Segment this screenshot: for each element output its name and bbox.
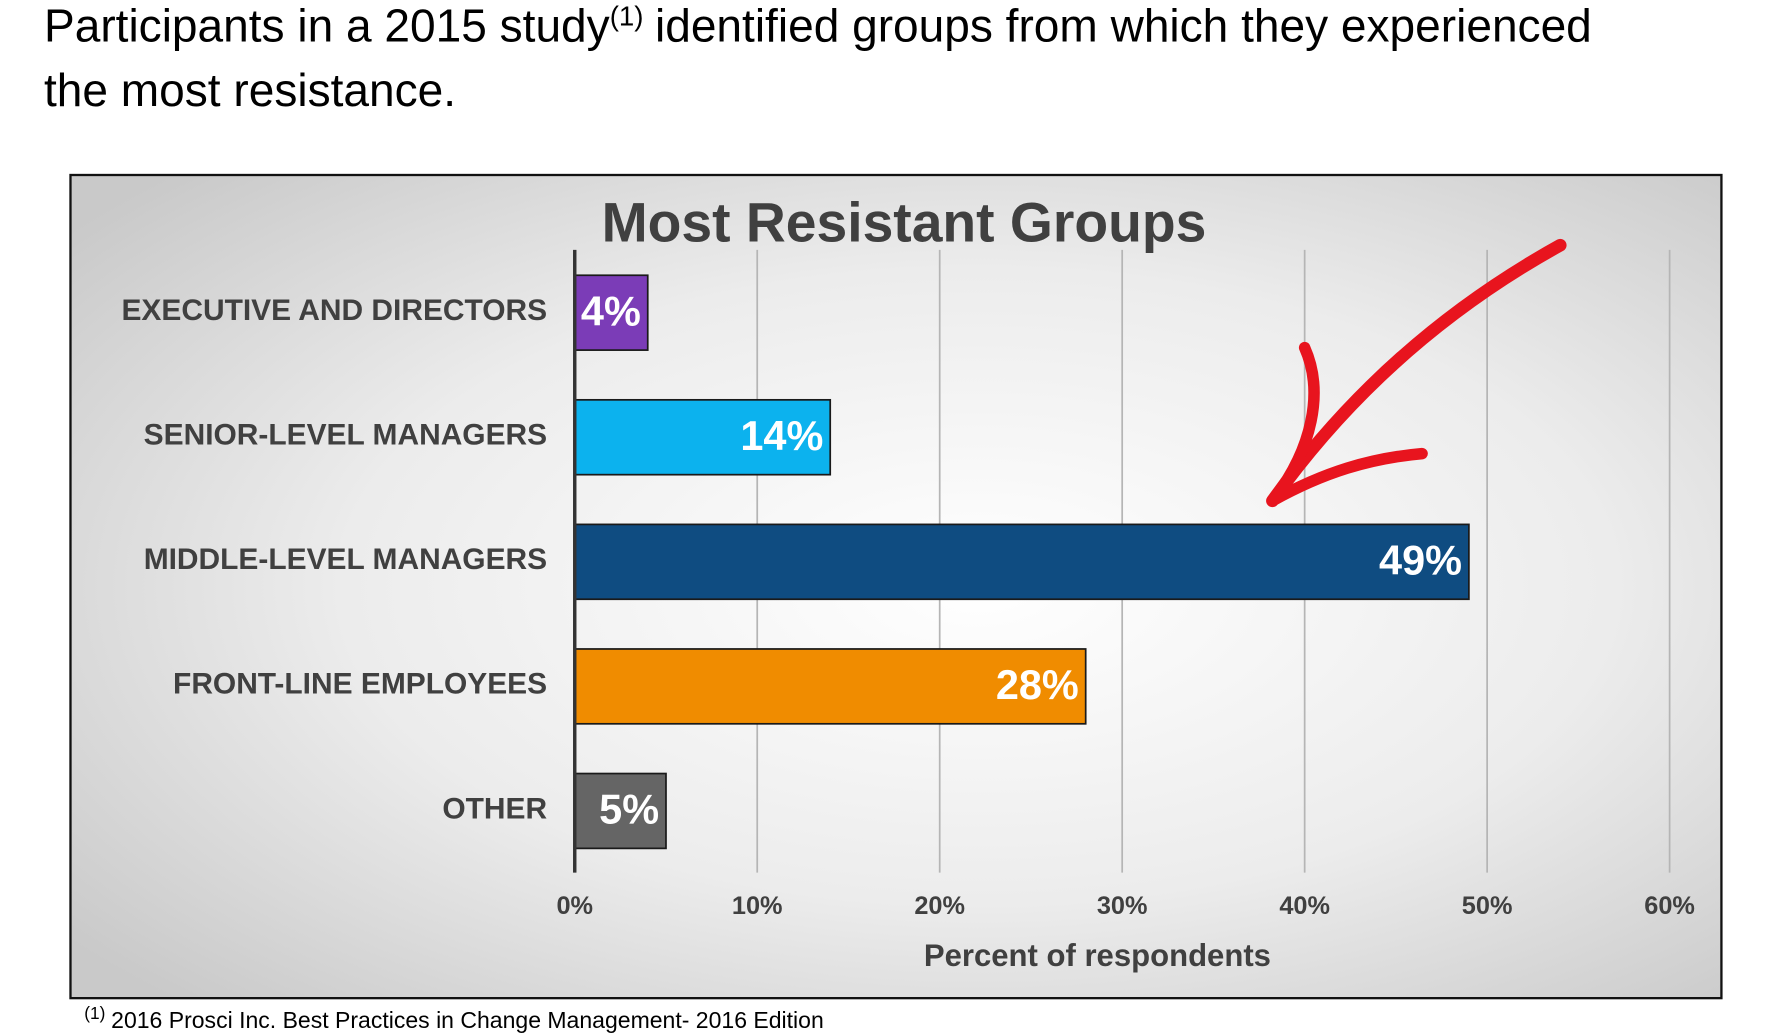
x-tick-label: 40% bbox=[1279, 892, 1330, 920]
footnote: (1) 2016 Prosci Inc. Best Practices in Ch… bbox=[84, 1003, 823, 1033]
x-tick-label: 60% bbox=[1644, 892, 1695, 920]
bar bbox=[573, 772, 667, 850]
heading-text: Participants in a 2015 study bbox=[44, 0, 610, 51]
chart: Most Resistant Groups Percent of respond… bbox=[121, 191, 1694, 973]
arrow-shaft bbox=[1266, 238, 1567, 508]
value-label: 49% bbox=[1379, 537, 1462, 584]
x-tick-label: 0% bbox=[556, 892, 593, 920]
x-tick-label: 30% bbox=[1097, 892, 1148, 920]
heading-footnote-ref: (1) bbox=[610, 0, 644, 31]
value-label: 14% bbox=[740, 412, 823, 459]
footnote-text: 2016 Prosci Inc. Best Practices in Chang… bbox=[111, 1007, 824, 1033]
x-tick-label: 20% bbox=[914, 892, 965, 920]
x-axis-label: Percent of respondents bbox=[924, 938, 1271, 973]
bar bbox=[573, 523, 1470, 601]
heading-line-1: Participants in a 2015 study(1) identifie… bbox=[44, 0, 1592, 51]
red-arrow bbox=[1266, 238, 1567, 508]
value-label: 28% bbox=[996, 661, 1079, 708]
chart-title: Most Resistant Groups bbox=[602, 191, 1207, 253]
bar bbox=[573, 274, 649, 351]
y-tick-label: FRONT-LINE EMPLOYEES bbox=[173, 668, 547, 701]
bar bbox=[573, 398, 832, 476]
y-tick-label: SENIOR-LEVEL MANAGERS bbox=[144, 419, 547, 452]
footnote-ref: (1) bbox=[84, 1003, 105, 1023]
y-tick-label: OTHER bbox=[442, 792, 547, 825]
arrow-head bbox=[1266, 341, 1428, 507]
y-tick-label: MIDDLE-LEVEL MANAGERS bbox=[144, 543, 547, 576]
y-tick-label: EXECUTIVE AND DIRECTORS bbox=[121, 294, 547, 327]
x-tick-label: 10% bbox=[732, 892, 783, 920]
value-label: 4% bbox=[581, 287, 641, 334]
heading-line-2: the most resistance. bbox=[44, 64, 456, 116]
x-tick-label: 50% bbox=[1462, 892, 1513, 920]
value-label: 5% bbox=[599, 786, 659, 833]
heading-text: identified groups from which they experi… bbox=[655, 0, 1592, 51]
